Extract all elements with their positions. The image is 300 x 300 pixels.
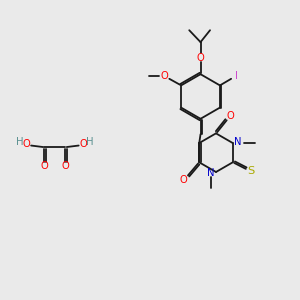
Text: O: O: [160, 71, 168, 81]
Text: I: I: [235, 71, 238, 81]
Text: O: O: [197, 52, 204, 63]
Text: O: O: [61, 161, 69, 171]
Text: H: H: [86, 137, 93, 147]
Text: H: H: [16, 137, 24, 147]
Text: O: O: [226, 110, 234, 121]
Text: S: S: [248, 166, 255, 176]
Text: O: O: [23, 139, 31, 149]
Text: O: O: [40, 161, 48, 171]
Text: O: O: [180, 175, 188, 185]
Text: O: O: [79, 139, 87, 149]
Text: N: N: [208, 168, 215, 178]
Text: N: N: [234, 137, 241, 147]
